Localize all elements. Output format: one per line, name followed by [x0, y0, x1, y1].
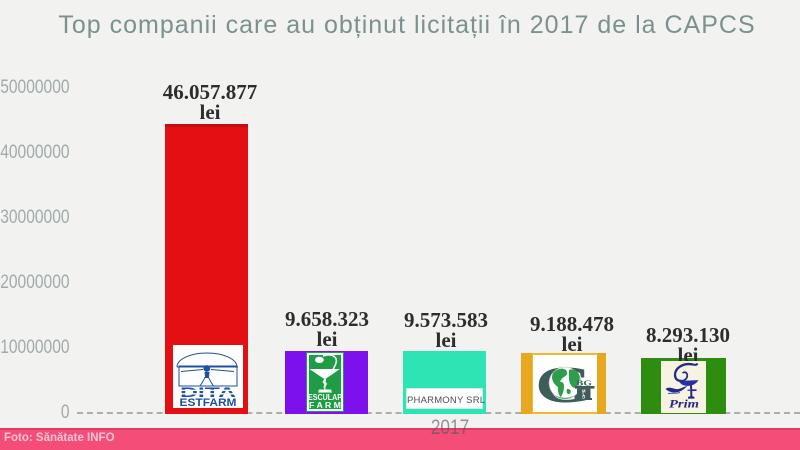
- svg-text:ESTFARM: ESTFARM: [180, 397, 237, 408]
- svg-text:F A R M: F A R M: [309, 401, 341, 410]
- svg-text:BG: BG: [576, 379, 593, 387]
- svg-text:ESCULAP: ESCULAP: [308, 392, 342, 402]
- svg-text:D: D: [582, 395, 585, 400]
- svg-text:M: M: [582, 389, 586, 394]
- svg-text:Prim: Prim: [669, 397, 699, 411]
- svg-text:DITA: DITA: [180, 385, 236, 400]
- svg-text:L: L: [583, 392, 586, 397]
